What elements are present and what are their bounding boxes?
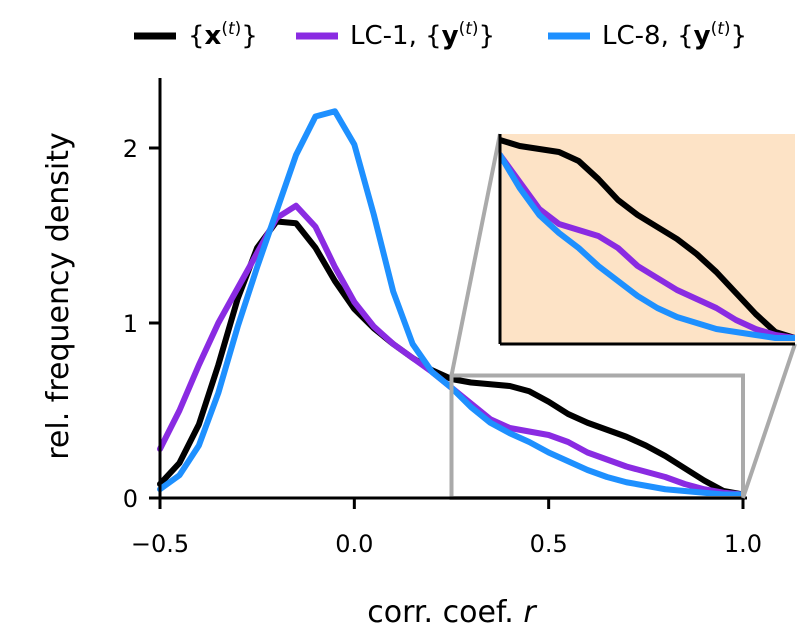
- x-tick-label: −0.5: [131, 530, 189, 558]
- legend-label-0: {x(t)}: [188, 19, 258, 51]
- legend: {x(t)} LC-1, {y(t)} LC-8, {y(t)}: [134, 19, 747, 51]
- main-axes: −0.5 0.0 0.5 1.0 0 1 2: [123, 78, 762, 558]
- y-tick-label: 0: [123, 485, 138, 513]
- zoom-connector-line: [741, 343, 797, 499]
- y-axis-label: rel. frequency density: [41, 132, 76, 460]
- inset-background: [500, 134, 795, 344]
- y-tick-label: 1: [123, 310, 138, 338]
- legend-label-1: LC-1, {y(t)}: [350, 19, 495, 51]
- inset-plot: [449, 133, 797, 499]
- legend-label-2: LC-8, {y(t)}: [602, 19, 747, 51]
- x-tick-label: 1.0: [724, 530, 762, 558]
- y-tick-label: 2: [123, 135, 138, 163]
- inset-series-line-1: [500, 152, 795, 341]
- x-tick-label: 0.0: [335, 530, 373, 558]
- zoom-connector-line: [449, 133, 502, 376]
- inset-series-line-0: [500, 137, 795, 341]
- main-plot-lines: [157, 108, 746, 500]
- x-tick-label: 0.5: [530, 530, 568, 558]
- x-axis-label: corr. coef. r: [367, 595, 537, 630]
- inset-series-line-2: [500, 152, 795, 341]
